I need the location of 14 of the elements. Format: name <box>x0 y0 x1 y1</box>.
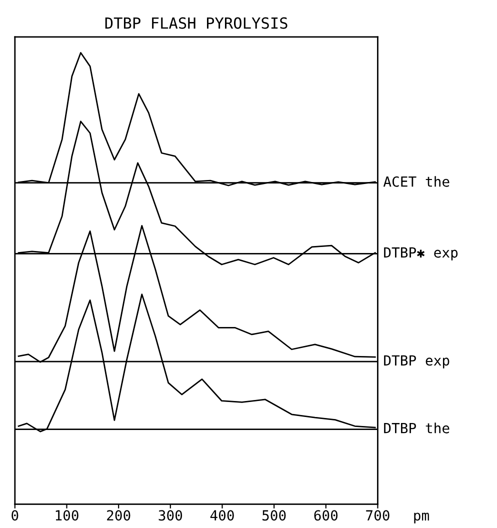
x-axis-title: pm <box>414 512 429 524</box>
ref-line-label: DTBP✱ exp <box>384 247 458 260</box>
x-tick-label: 500 <box>262 510 286 521</box>
x-tick-label: 300 <box>158 510 182 521</box>
chart-title: DTBP FLASH PYROLYSIS <box>105 17 288 29</box>
x-tick-label: 700 <box>366 510 390 521</box>
x-tick-label: 200 <box>107 510 130 521</box>
x-tick-label: 400 <box>210 510 234 521</box>
x-tick-label: 600 <box>314 510 338 521</box>
x-tick-label: 100 <box>56 510 78 521</box>
ref-line-label: ACET the <box>383 176 450 187</box>
ref-line-label: DTBP the <box>384 422 450 434</box>
ref-line-label: DTBP exp <box>384 355 450 368</box>
x-tick-label: 0 <box>12 510 18 521</box>
